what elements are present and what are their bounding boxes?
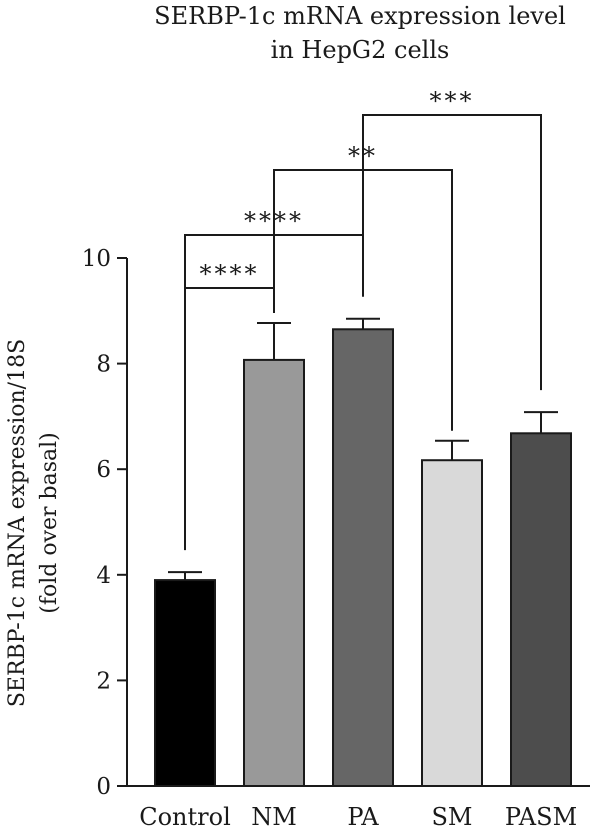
y-axis-label-line-2: (fold over basal) xyxy=(37,432,62,614)
significance-label: ** xyxy=(348,142,378,170)
bar-pa xyxy=(332,328,394,787)
y-tick-label: 6 xyxy=(96,457,111,483)
y-tick-label: 2 xyxy=(96,668,111,694)
bar-nm xyxy=(243,358,305,787)
y-tick-label: 0 xyxy=(96,774,111,800)
significance-bracket xyxy=(362,114,542,391)
y-tick-label: 8 xyxy=(96,352,111,378)
x-tick-label-control: Control xyxy=(139,803,231,831)
x-tick-label-nm: NM xyxy=(251,803,297,831)
y-axis-label-line-1: SERBP-1c mRNA expression/18S xyxy=(5,339,30,707)
bar-sm xyxy=(421,459,483,787)
significance-label: **** xyxy=(200,260,260,288)
y-tick-label: 4 xyxy=(96,563,111,589)
bar-pasm xyxy=(510,432,572,787)
y-tick-label: 10 xyxy=(82,246,111,272)
x-tick-label-sm: SM xyxy=(431,803,472,831)
significance-label: *** xyxy=(430,87,475,115)
significance-label: **** xyxy=(244,207,304,235)
bar-control xyxy=(154,579,216,788)
x-tick-label-pasm: PASM xyxy=(505,803,577,831)
chart-title-line-1: SERBP-1c mRNA expression level xyxy=(154,2,566,30)
chart-title-line-2: in HepG2 cells xyxy=(271,36,450,64)
x-tick-label-pa: PA xyxy=(347,803,379,831)
